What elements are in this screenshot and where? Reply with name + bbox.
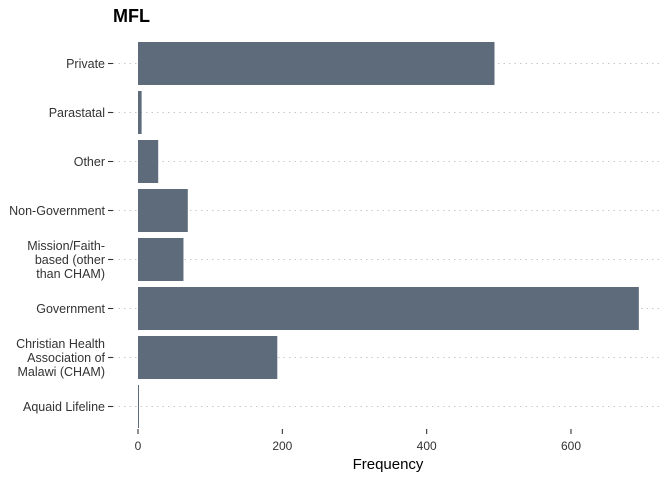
bar-private bbox=[138, 42, 495, 85]
bar-other bbox=[138, 140, 159, 183]
x-axis: 0 200 400 600 bbox=[135, 429, 581, 453]
y-tick-label-private: Private bbox=[66, 57, 105, 71]
bar-parastatal bbox=[138, 91, 142, 134]
y-tick-label-aquaid-lifeline: Aquaid Lifeline bbox=[23, 400, 105, 414]
x-tick-label-400: 400 bbox=[417, 439, 437, 453]
y-tick-label-mission-faith-based-other-than-cham: Mission/Faith-based (other than CHAM) bbox=[27, 239, 105, 281]
bar-christian-health-association-of-malawi-cham bbox=[138, 336, 278, 379]
y-tick-label-other: Other bbox=[74, 155, 105, 169]
bar-non-government bbox=[138, 189, 188, 232]
bar-government bbox=[138, 287, 639, 330]
bar-aquaid-lifeline bbox=[138, 385, 139, 428]
x-axis-title: Frequency bbox=[353, 456, 424, 473]
chart-title: MFL bbox=[113, 6, 150, 26]
y-axis: Private Parastatal Other Non-Government Miss… bbox=[9, 57, 113, 414]
y-tick-label-government: Government bbox=[36, 302, 105, 316]
y-tick-label-christian-health-association-of-malawi-cham: Christian Health Association of Malawi (CH… bbox=[16, 337, 105, 379]
bars bbox=[138, 42, 639, 428]
y-tick-label-parastatal: Parastatal bbox=[49, 106, 105, 120]
bar-mission-faith-based-other-than-cham bbox=[138, 238, 184, 281]
x-tick-label-600: 600 bbox=[561, 439, 581, 453]
x-tick-label-200: 200 bbox=[272, 439, 292, 453]
x-tick-label-0: 0 bbox=[135, 439, 142, 453]
y-tick-label-non-government: Non-Government bbox=[9, 204, 105, 218]
